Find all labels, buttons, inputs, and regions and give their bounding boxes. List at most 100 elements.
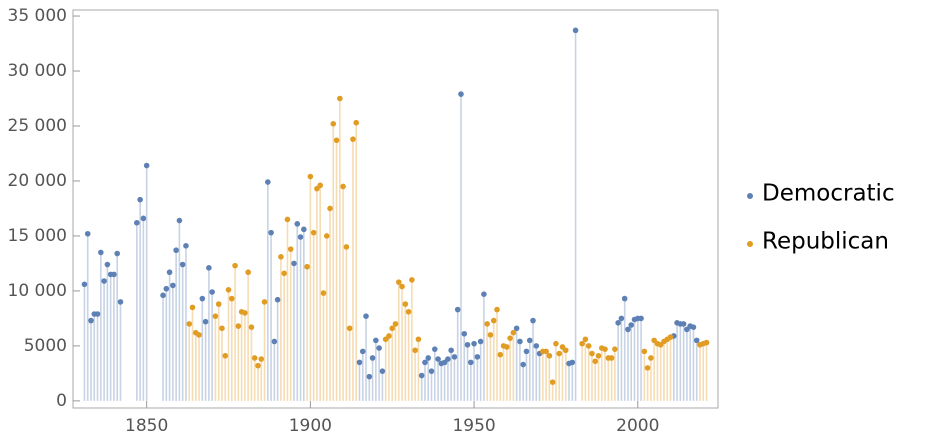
- point: [343, 244, 350, 250]
- point: [255, 362, 261, 369]
- legend-marker: [747, 241, 753, 247]
- point: [428, 368, 435, 374]
- point: [693, 337, 700, 344]
- point: [173, 247, 179, 254]
- point: [392, 321, 399, 327]
- point: [310, 229, 317, 236]
- point: [327, 205, 333, 212]
- point: [412, 347, 418, 354]
- point: [199, 295, 206, 302]
- point: [638, 315, 644, 322]
- point: [602, 346, 608, 352]
- point: [680, 321, 687, 327]
- point: [389, 325, 396, 332]
- point: [346, 325, 353, 332]
- point: [166, 269, 173, 276]
- point: [386, 333, 392, 339]
- point: [543, 348, 549, 355]
- point: [294, 221, 301, 227]
- point: [268, 229, 274, 236]
- point: [94, 311, 101, 317]
- point: [526, 337, 533, 344]
- point: [219, 325, 225, 332]
- point: [703, 339, 710, 346]
- point: [648, 355, 654, 361]
- point: [477, 338, 484, 345]
- point: [562, 347, 569, 354]
- point: [451, 354, 458, 360]
- point: [608, 355, 615, 361]
- point: [232, 262, 238, 269]
- point: [356, 359, 363, 366]
- point: [556, 350, 563, 357]
- point: [376, 345, 382, 351]
- point: [405, 308, 412, 315]
- legend-label: Democratic: [762, 181, 895, 207]
- point: [481, 291, 487, 298]
- point: [189, 304, 196, 311]
- point: [206, 265, 212, 271]
- point: [399, 283, 405, 290]
- point: [297, 234, 304, 240]
- point: [409, 277, 415, 283]
- point: [202, 318, 209, 325]
- point: [183, 243, 189, 249]
- point: [379, 368, 386, 374]
- point: [104, 261, 111, 268]
- point: [114, 250, 121, 257]
- point: [143, 162, 150, 169]
- x-tick-label: 2000: [616, 416, 659, 436]
- y-tick-label: 15 000: [8, 226, 67, 246]
- point: [435, 356, 441, 362]
- x-tick-label: 1850: [125, 416, 168, 436]
- point: [242, 310, 248, 316]
- point: [418, 372, 425, 379]
- point: [445, 356, 451, 362]
- point: [507, 335, 513, 341]
- point: [422, 359, 428, 366]
- point: [468, 359, 474, 366]
- point: [628, 322, 635, 328]
- point: [88, 317, 94, 324]
- point: [196, 332, 202, 338]
- point: [569, 359, 576, 366]
- point: [163, 285, 170, 292]
- point: [494, 306, 500, 313]
- point: [245, 269, 251, 276]
- plot-frame: [72, 9, 719, 409]
- point: [644, 365, 651, 371]
- point: [572, 27, 579, 34]
- point: [533, 343, 540, 349]
- point: [284, 216, 291, 223]
- point: [618, 315, 625, 322]
- point: [258, 356, 265, 362]
- point: [667, 334, 674, 340]
- point: [176, 217, 183, 224]
- point: [333, 137, 340, 144]
- point: [179, 261, 186, 268]
- point: [546, 352, 553, 359]
- point: [320, 290, 327, 296]
- point: [363, 313, 369, 319]
- point: [101, 278, 107, 284]
- point: [317, 182, 323, 189]
- point: [281, 270, 287, 277]
- point: [425, 355, 432, 361]
- point: [228, 295, 235, 302]
- x-tick-label: 1900: [289, 416, 332, 436]
- point: [471, 340, 477, 347]
- point: [497, 351, 504, 358]
- point: [461, 330, 468, 337]
- points: [81, 27, 710, 385]
- point: [212, 313, 219, 319]
- y-tick-label: 30 000: [8, 61, 67, 81]
- point: [579, 340, 585, 347]
- y-tick-label: 0: [56, 391, 67, 411]
- point: [353, 119, 360, 126]
- point: [621, 295, 628, 302]
- x-tick-label: 1950: [452, 416, 495, 436]
- point: [464, 341, 471, 348]
- point: [235, 323, 242, 329]
- point: [274, 296, 281, 303]
- y-tick-label: 35 000: [8, 6, 67, 26]
